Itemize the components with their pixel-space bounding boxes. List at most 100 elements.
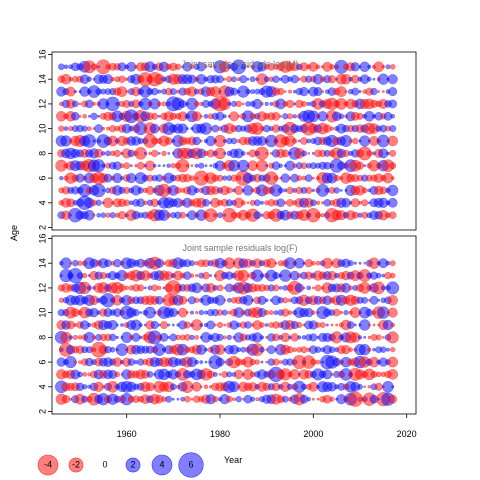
residual-bubble bbox=[302, 286, 306, 290]
residual-bubble bbox=[305, 186, 313, 194]
residual-bubble bbox=[358, 261, 362, 265]
residual-bubble bbox=[339, 310, 344, 315]
residual-bubble bbox=[194, 163, 199, 168]
residual-bubble bbox=[90, 112, 98, 120]
residual-bubble bbox=[160, 321, 168, 329]
residual-bubble bbox=[387, 356, 399, 368]
residual-bubble bbox=[386, 331, 399, 344]
residual-bubble bbox=[361, 296, 369, 304]
residual-bubble bbox=[389, 272, 396, 279]
residual-bubble bbox=[264, 298, 269, 303]
residual-bubble bbox=[113, 149, 121, 158]
y-tick-label: 16 bbox=[37, 233, 47, 243]
residual-bubble bbox=[58, 125, 65, 132]
residual-bubble bbox=[199, 323, 204, 327]
residual-bubble bbox=[150, 87, 159, 96]
residual-bubble bbox=[348, 139, 353, 143]
panel-f-y-axis: 2 4 6 8 10 12 14 16 bbox=[37, 233, 52, 414]
residual-bubble bbox=[274, 261, 278, 265]
residual-bubble bbox=[310, 260, 316, 266]
x-tick-label: 1960 bbox=[117, 429, 137, 439]
y-axis-title: Age bbox=[9, 225, 19, 241]
residual-bubble bbox=[194, 334, 200, 340]
residual-bubble bbox=[333, 174, 340, 182]
residual-bubble bbox=[388, 394, 398, 404]
residual-bubble bbox=[315, 212, 321, 219]
residual-bubble bbox=[296, 175, 303, 181]
residual-bubble bbox=[153, 311, 157, 314]
residual-bubble bbox=[216, 284, 224, 292]
residual-bubble bbox=[277, 187, 284, 194]
residual-bubble bbox=[78, 114, 82, 118]
y-tick-label: 8 bbox=[37, 151, 47, 156]
residual-bubble bbox=[190, 310, 194, 315]
residual-bubble bbox=[222, 139, 227, 143]
panel-m: Joint sample residuals log(M) 2 4 6 8 10 12 14… bbox=[37, 49, 417, 231]
residual-bubble bbox=[325, 323, 329, 327]
residual-bubble bbox=[390, 114, 395, 119]
residual-bubble bbox=[297, 335, 302, 340]
residual-bubble bbox=[101, 163, 106, 168]
residual-bubble bbox=[386, 151, 390, 156]
residual-bubble bbox=[120, 323, 124, 327]
residual-bubble bbox=[81, 125, 88, 132]
residual-bubble bbox=[363, 164, 367, 168]
residual-bubble bbox=[263, 76, 270, 83]
residual-bubble bbox=[216, 333, 224, 342]
residual-bubble bbox=[353, 261, 357, 265]
y-tick-label: 6 bbox=[37, 176, 47, 181]
residual-bubble bbox=[281, 395, 289, 403]
residual-bubble bbox=[344, 90, 348, 94]
residual-bubble bbox=[321, 90, 325, 94]
residual-bubble bbox=[339, 188, 343, 192]
residual-bubble bbox=[283, 90, 287, 94]
residual-bubble bbox=[361, 199, 369, 207]
residual-bubble bbox=[260, 200, 264, 205]
residual-bubble bbox=[389, 64, 396, 70]
panel-m-y-axis: 2 4 6 8 10 12 14 16 bbox=[37, 49, 52, 230]
y-tick-label: 2 bbox=[37, 225, 47, 230]
residual-bubble bbox=[314, 346, 322, 353]
residual-bubble bbox=[152, 163, 157, 168]
panel-f-title: Joint sample residuals log(F) bbox=[182, 243, 297, 253]
residual-bubble bbox=[217, 212, 223, 219]
residual-bubble bbox=[72, 334, 78, 340]
legend-label: 2 bbox=[130, 459, 135, 469]
residual-bubble bbox=[169, 383, 177, 391]
residual-bubble bbox=[159, 333, 169, 342]
residual-bubble bbox=[279, 114, 283, 118]
residual-bubble bbox=[315, 64, 321, 70]
legend-bubble bbox=[125, 457, 141, 473]
residual-bubble bbox=[253, 211, 262, 220]
panel-f-bubbles bbox=[54, 256, 400, 407]
residual-bubble bbox=[286, 346, 294, 354]
residual-bubble bbox=[272, 75, 280, 83]
legend-label: -2 bbox=[72, 459, 80, 469]
residual-bubble bbox=[335, 323, 339, 327]
residual-bubble bbox=[234, 185, 244, 195]
residual-bubble bbox=[358, 90, 362, 94]
residual-bubble bbox=[377, 298, 381, 302]
x-tick-label: 2000 bbox=[303, 429, 323, 439]
residual-bubble bbox=[143, 151, 147, 155]
residual-bubble bbox=[350, 62, 360, 72]
residual-bubble bbox=[333, 187, 340, 194]
y-tick-label: 14 bbox=[37, 74, 47, 84]
residual-bubble bbox=[385, 260, 391, 266]
residual-bubble bbox=[82, 272, 88, 279]
y-tick-label: 16 bbox=[37, 49, 47, 59]
residual-bubble bbox=[387, 295, 398, 306]
residual-bubble bbox=[363, 261, 367, 265]
residual-bubble bbox=[195, 273, 199, 278]
residual-bubble bbox=[71, 112, 80, 121]
residual-bubble bbox=[294, 283, 304, 293]
residual-bubble bbox=[306, 138, 312, 144]
residual-bubble bbox=[240, 64, 246, 70]
residual-bubble bbox=[161, 101, 167, 107]
residual-bubble bbox=[212, 396, 219, 403]
y-tick-label: 10 bbox=[37, 308, 47, 318]
residual-bubble bbox=[329, 64, 335, 70]
residual-bubble bbox=[259, 346, 265, 353]
residual-bubble bbox=[95, 199, 102, 206]
residual-bubble bbox=[86, 126, 92, 132]
